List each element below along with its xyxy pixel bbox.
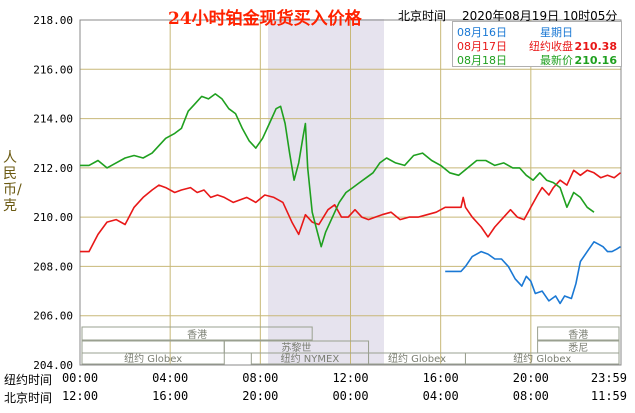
- series-line-0: [445, 241, 621, 305]
- market-session-bar: [81, 326, 313, 341]
- y-tick-label: 214.00: [33, 113, 73, 126]
- legend-date: 08月18日: [457, 54, 507, 67]
- legend-label: 最新价: [540, 54, 573, 67]
- market-session-label: 纽约 Globex: [513, 352, 571, 365]
- y-tick-label: 208.00: [33, 260, 73, 273]
- price-series: [80, 93, 621, 305]
- market-session-bar: [81, 352, 225, 365]
- market-session-label: 纽约 Globex: [388, 352, 446, 365]
- market-session-bar: [537, 340, 620, 354]
- legend-value: 210.38: [574, 40, 617, 53]
- y-tick-label: 204.00: [33, 359, 73, 372]
- market-session-label: 纽约 Globex: [124, 352, 182, 365]
- market-session-bar: [537, 326, 620, 341]
- x-tick-label: 12:00: [62, 389, 98, 403]
- x-tick-label: 12:00: [332, 371, 368, 385]
- market-session-label: 香港: [187, 329, 207, 341]
- market-session-label: 悉尼: [568, 342, 588, 354]
- x-tick-label: 00:00: [62, 371, 98, 385]
- x-tick-label: 23:59: [591, 371, 627, 385]
- y-tick-labels: 204.00 206.00 208.00 210.00 212.00 214.00 216.…: [33, 14, 73, 372]
- legend-item-0816: 08月16日 星期日: [457, 24, 617, 40]
- ny-time-row-label: 纽约时间: [4, 373, 53, 387]
- y-tick-label: 206.00: [33, 310, 73, 323]
- legend-label: 纽约收盘: [529, 40, 573, 53]
- x-tick-label: 08:00: [242, 371, 278, 385]
- timezone-label: 北京时间: [398, 9, 447, 23]
- y-axis-label: 人民币/克: [3, 150, 22, 214]
- x-tick-label: 20:00: [513, 371, 549, 385]
- timestamp: 2020年08月19日 10时05分: [462, 9, 618, 23]
- market-session-label: 苏黎世: [281, 341, 311, 354]
- legend-date: 08月16日: [457, 26, 507, 39]
- market-session-label: 香港: [568, 329, 588, 341]
- x-tick-label: 04:00: [423, 389, 459, 403]
- chart-grid: [79, 19, 622, 366]
- market-session-bar: [81, 340, 225, 354]
- legend-value: 210.16: [574, 54, 617, 67]
- legend: 08月16日 星期日 08月17日 纽约收盘 210.38 08月18日 最新价 210.…: [452, 21, 622, 67]
- legend-item-0817: 08月17日 纽约收盘 210.38: [457, 38, 617, 54]
- x-tick-label: 20:00: [242, 389, 278, 403]
- legend-label: 星期日: [540, 26, 573, 39]
- plot-frame: [79, 19, 622, 366]
- legend-date: 08月17日: [457, 40, 507, 53]
- x-tick-label: 16:00: [423, 371, 459, 385]
- x-tick-label: 04:00: [152, 371, 188, 385]
- y-tick-label: 212.00: [33, 162, 73, 175]
- y-tick-label: 216.00: [33, 63, 73, 76]
- x-tick-label: 11:59: [591, 389, 627, 403]
- series-line-1: [80, 169, 621, 253]
- series-line-2: [80, 93, 595, 248]
- nymex-session-shade: [268, 19, 384, 364]
- market-session-label: 纽约 NYMEX: [281, 352, 340, 365]
- chart-title: 24小时铂金现货买入价格: [168, 9, 362, 29]
- x-tick-labels: 00:00 04:00 08:00 12:00 16:00 20:00 23:59 12:00…: [62, 371, 627, 403]
- y-tick-label: 210.00: [33, 211, 73, 224]
- x-tick-label: 00:00: [332, 389, 368, 403]
- x-tick-label: 08:00: [513, 389, 549, 403]
- x-tick-label: 16:00: [152, 389, 188, 403]
- y-tick-label: 218.00: [33, 14, 73, 27]
- bj-time-row-label: 北京时间: [4, 391, 53, 405]
- legend-item-0818: 08月18日 最新价 210.16: [457, 52, 617, 68]
